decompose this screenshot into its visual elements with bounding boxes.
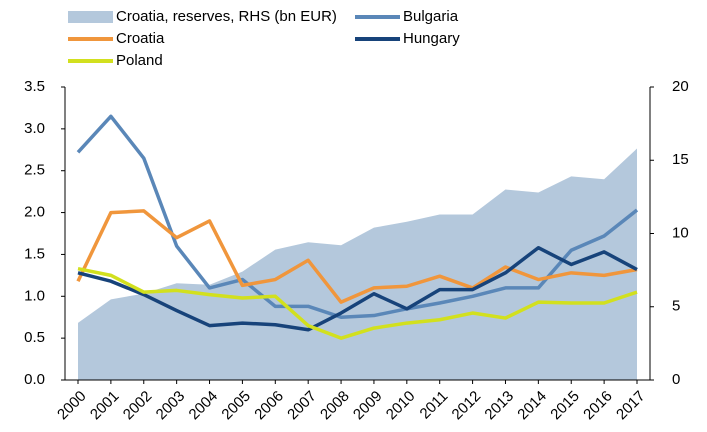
legend-label: Croatia: [116, 30, 165, 47]
x-tick-label: 2015: [547, 388, 583, 424]
y-tick-label: 3.5: [24, 78, 45, 95]
y-tick-label: 0.5: [24, 329, 45, 346]
y-tick-label: 1.5: [24, 245, 45, 262]
y-tick-label: 0.0: [24, 371, 45, 388]
y-tick-label: 3.0: [24, 120, 45, 137]
x-tick-label: 2007: [284, 388, 320, 424]
x-tick-label: 2010: [383, 388, 419, 424]
x-tick-label: 2009: [350, 388, 386, 424]
y2-tick-label: 10: [672, 224, 689, 241]
x-tick-label: 2012: [449, 388, 485, 424]
x-tick-label: 2014: [514, 388, 550, 424]
x-tick-label: 2005: [218, 388, 254, 424]
x-tick-label: 2017: [613, 388, 649, 424]
x-tick-label: 2004: [186, 388, 222, 424]
x-tick-label: 2011: [417, 388, 452, 423]
x-tick-label: 2001: [87, 388, 123, 424]
legend-label: Poland: [116, 52, 163, 69]
line: [76, 209, 638, 304]
x-tick-label: 2016: [580, 388, 616, 424]
legend-label: Bulgaria: [403, 8, 459, 25]
y2-tick-label: 0: [672, 371, 680, 388]
x-tick-label: 2003: [153, 388, 189, 424]
area: [78, 148, 637, 380]
y2-tick-label: 15: [672, 151, 689, 168]
x-tick-label: 2006: [251, 388, 287, 424]
line: [77, 245, 638, 332]
y-tick-label: 1.0: [24, 287, 45, 304]
x-tick-label: 2000: [54, 388, 90, 424]
x-tick-label: 2013: [481, 388, 517, 424]
legend-swatch: [68, 11, 113, 23]
y-tick-label: 2.5: [24, 162, 45, 179]
x-tick-label: 2002: [120, 388, 156, 424]
x-tick-label: 2008: [317, 388, 353, 424]
y2-tick-label: 5: [672, 298, 680, 315]
legend-label: Croatia, reserves, RHS (bn EUR): [116, 8, 337, 25]
line: [77, 266, 638, 340]
y-tick-label: 2.0: [24, 204, 45, 221]
y2-tick-label: 20: [672, 78, 689, 95]
legend-label: Hungary: [403, 30, 460, 47]
